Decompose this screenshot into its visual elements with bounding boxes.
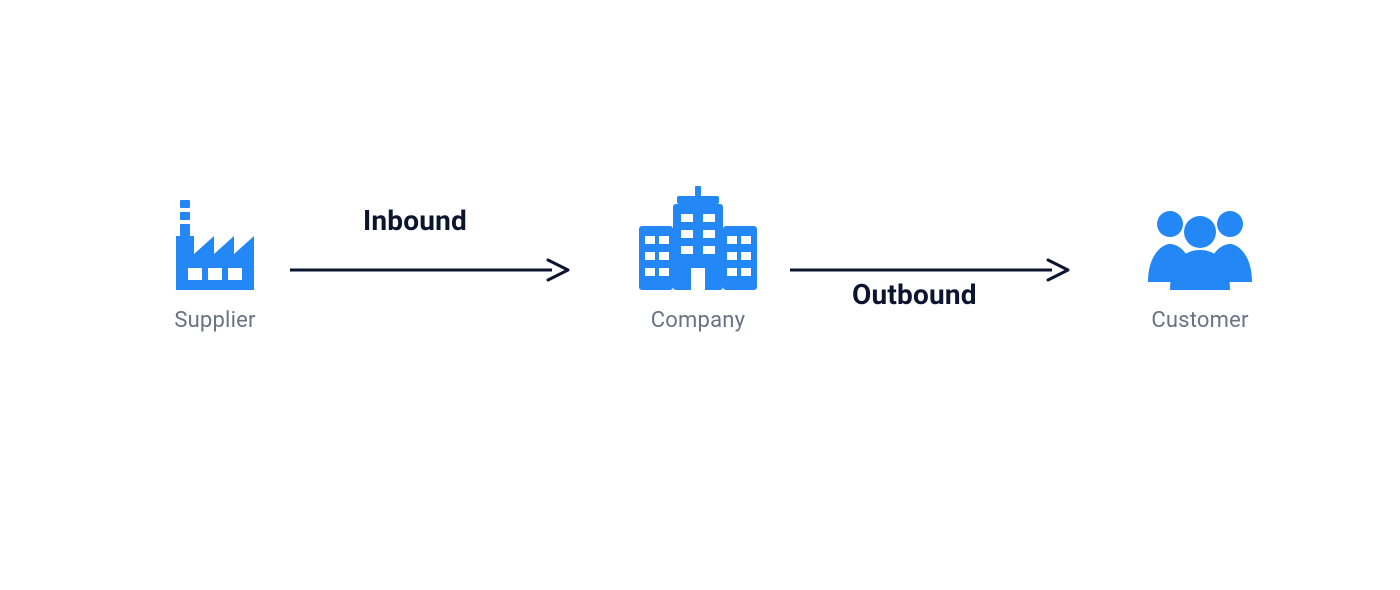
node-customer: Customer (1130, 202, 1270, 333)
edge-outbound-label: Outbound (852, 278, 977, 311)
node-customer-label: Customer (1130, 308, 1270, 333)
node-company-label: Company (618, 308, 778, 333)
node-supplier-label: Supplier (155, 308, 275, 333)
building-icon (618, 186, 778, 290)
node-company: Company (618, 186, 778, 333)
edge-inbound-label: Inbound (363, 204, 467, 237)
factory-icon (155, 200, 275, 290)
people-icon (1130, 202, 1270, 290)
flow-diagram: Supplier (0, 0, 1400, 590)
edge-inbound (290, 258, 570, 282)
node-supplier: Supplier (155, 200, 275, 333)
